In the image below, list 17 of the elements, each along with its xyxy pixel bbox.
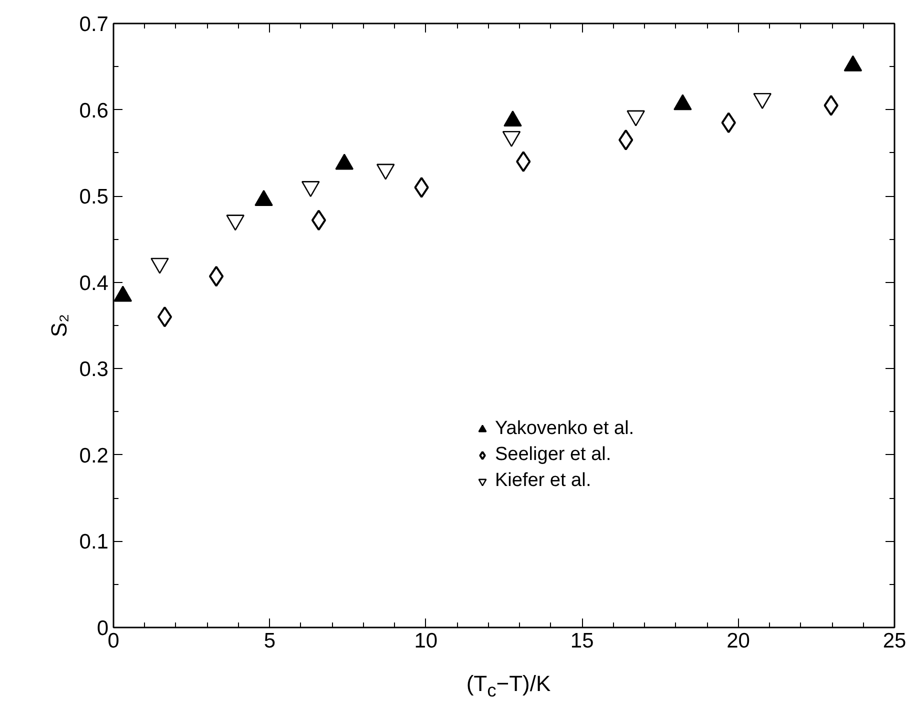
x-tick-label: 5 (264, 630, 276, 652)
legend-label: Yakovenko et al. (495, 418, 634, 440)
y-tick-label: 0.6 (79, 99, 109, 122)
y-tick-label: 0.2 (79, 444, 109, 468)
y-tick-label: 0.5 (79, 186, 109, 209)
y-tick-label: 0.1 (79, 530, 109, 554)
x-tick-label: 10 (414, 630, 438, 652)
x-tick-label: 20 (726, 630, 750, 652)
x-axis-title: (T$_{c}$−T)/K (465, 671, 552, 702)
x-tick-label: 25 (882, 630, 906, 652)
legend-label: Kiefer et al. (495, 470, 592, 492)
x-tick-label: 15 (570, 630, 594, 652)
legend-label: Seeliger et al. (495, 444, 612, 466)
y-tick-label: 0.3 (79, 358, 109, 382)
y-axis-title: S₂ (46, 314, 72, 338)
y-tick-label: 0.4 (79, 272, 109, 295)
y-tick-label: 0.7 (79, 13, 109, 36)
